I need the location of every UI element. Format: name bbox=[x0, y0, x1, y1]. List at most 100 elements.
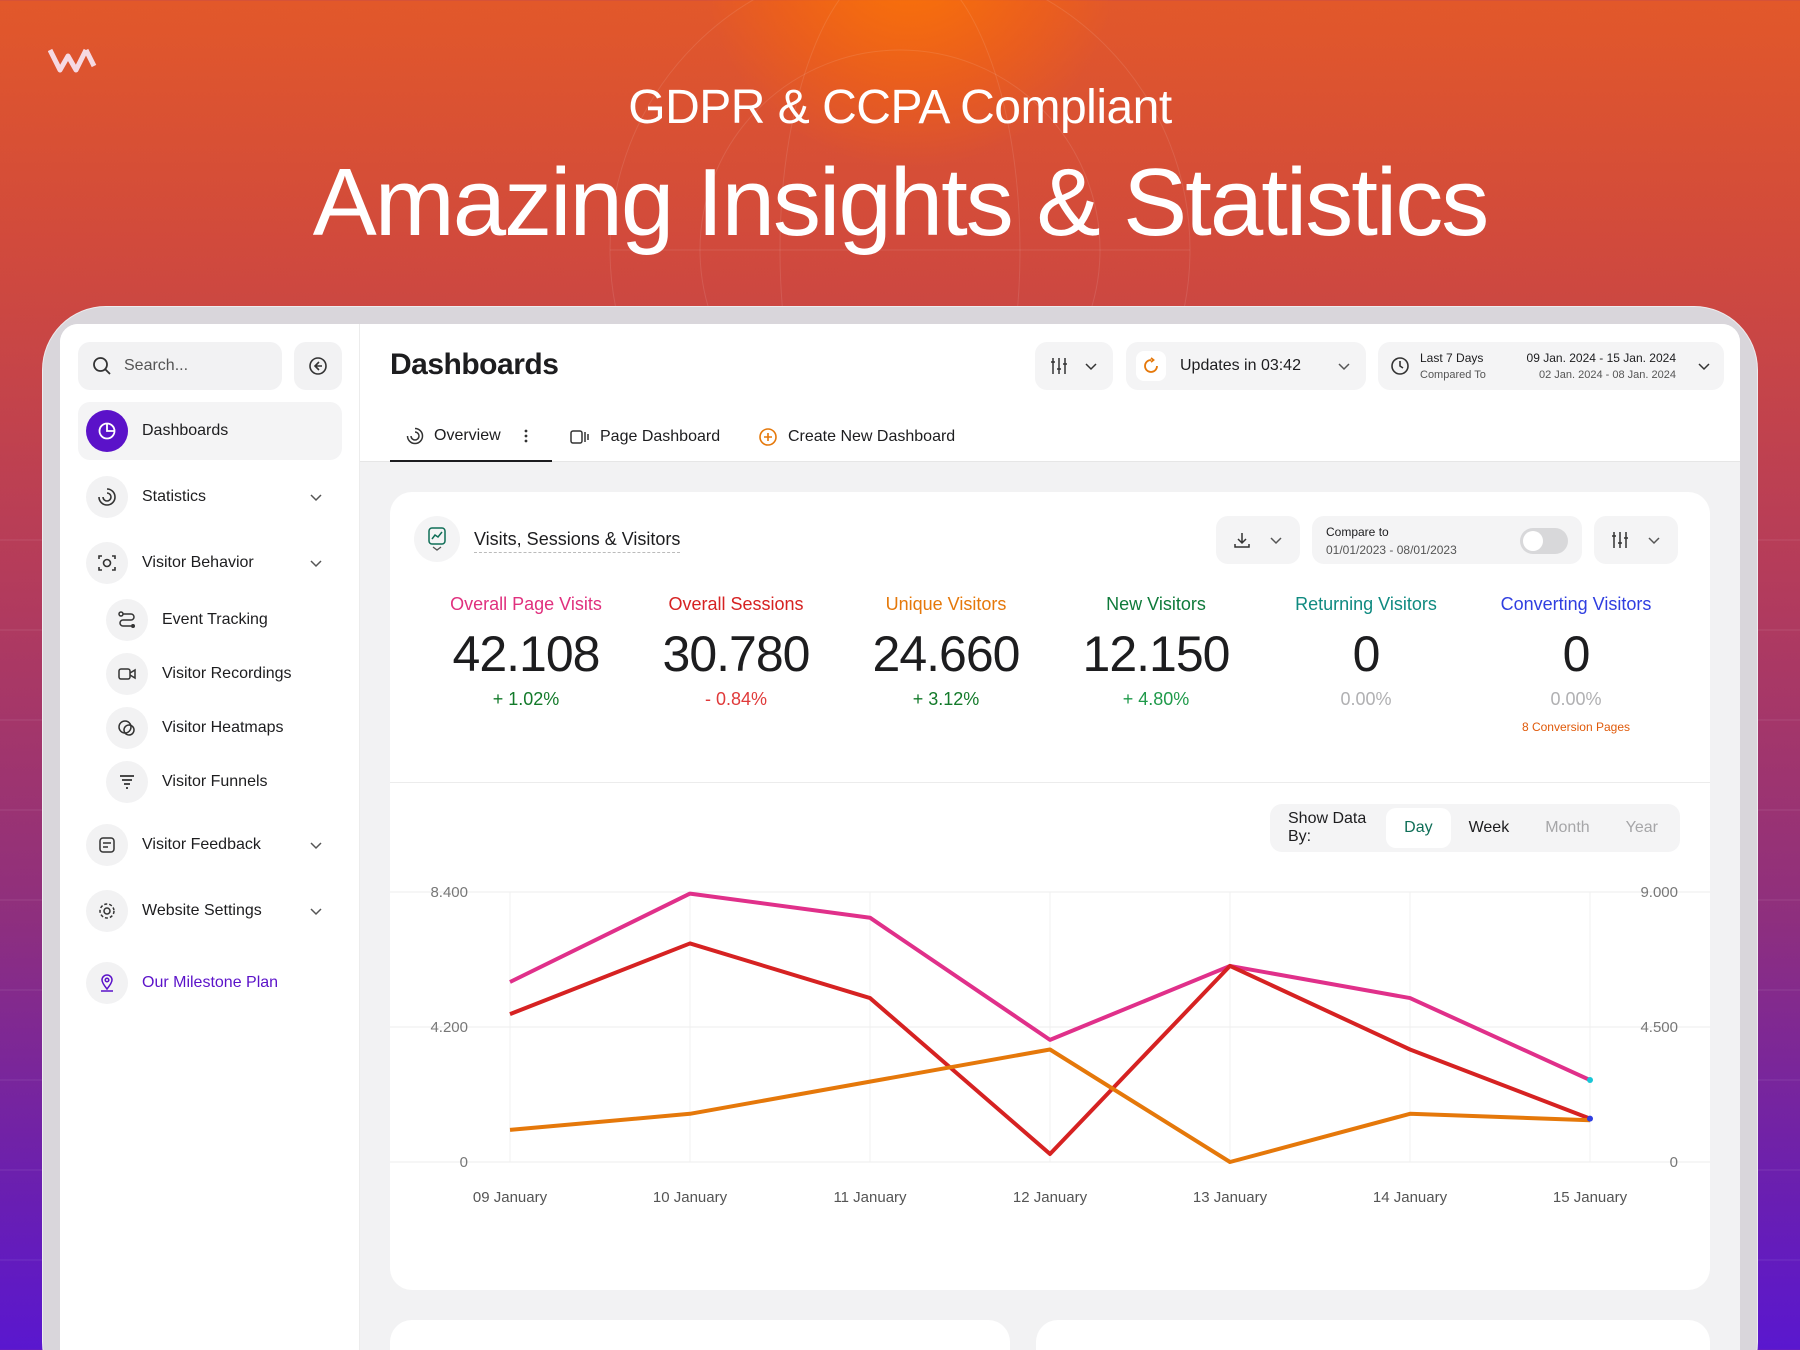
pie-chart-icon bbox=[86, 410, 128, 452]
tab-create-dashboard[interactable]: Create New Dashboard bbox=[758, 412, 955, 462]
y-right-tick-label: 9.000 bbox=[1640, 884, 1678, 901]
series-line-0 bbox=[509, 891, 1591, 1082]
filter-button[interactable] bbox=[1035, 342, 1113, 390]
brand-logo bbox=[48, 48, 97, 73]
sliders-icon bbox=[1612, 532, 1628, 548]
chevron-down-icon bbox=[1085, 363, 1097, 371]
chart-settings-button[interactable] bbox=[1594, 516, 1678, 564]
search-input[interactable] bbox=[124, 357, 264, 375]
metric-sessions[interactable]: Overall Sessions 30.780 - 0.84% bbox=[631, 594, 841, 710]
updates-label: Updates in 03:42 bbox=[1180, 357, 1301, 374]
tab-label: Overview bbox=[434, 427, 501, 444]
funnel-icon bbox=[106, 761, 148, 803]
auto-update-button[interactable]: Updates in 03:42 bbox=[1126, 342, 1366, 390]
more-vertical-icon[interactable] bbox=[519, 427, 533, 445]
chevron-down-icon bbox=[1698, 363, 1710, 371]
hero-title: Amazing Insights & Statistics bbox=[312, 149, 1489, 256]
metric-change: + 3.12% bbox=[912, 689, 980, 709]
chevron-down-icon bbox=[1648, 537, 1660, 545]
sidebar-item-label: Visitor Funnels bbox=[162, 773, 268, 790]
metric-change: - 0.84% bbox=[704, 689, 768, 709]
y-left-tick-label: 0 bbox=[460, 1154, 468, 1171]
conversion-pages-link[interactable]: 8 Conversion Pages bbox=[1521, 720, 1631, 734]
compare-range: 01/01/2023 - 08/01/2023 bbox=[1326, 543, 1457, 557]
compare-box: Compare to 01/01/2023 - 08/01/2023 bbox=[1312, 516, 1582, 564]
visits-card: Visits, Sessions & Visitors Compare to 0… bbox=[390, 492, 1710, 1290]
x-tick-label: 13 January bbox=[1193, 1189, 1268, 1206]
show-data-by: Show Data By: Day Week Month Year bbox=[1270, 804, 1680, 852]
metric-value: 24.660 bbox=[872, 626, 1021, 682]
sidebar-item-visitor-feedback[interactable]: Visitor Feedback bbox=[78, 816, 342, 874]
metric-change: + 1.02% bbox=[492, 689, 560, 709]
option-week[interactable]: Week bbox=[1468, 819, 1510, 836]
sidebar-item-statistics[interactable]: Statistics bbox=[78, 468, 342, 526]
line-chart-icon[interactable] bbox=[414, 516, 460, 562]
x-tick-label: 14 January bbox=[1373, 1189, 1448, 1206]
metric-change: 0.00% bbox=[1340, 689, 1392, 709]
sidebar-item-label: Statistics bbox=[142, 488, 207, 505]
sliders-icon bbox=[1051, 358, 1067, 374]
chevron-down-icon[interactable] bbox=[308, 555, 324, 571]
page-title: Dashboards bbox=[390, 348, 559, 381]
metric-unique-visitors[interactable]: Unique Visitors 24.660 + 3.12% bbox=[841, 594, 1051, 710]
previous-range: 02 Jan. 2024 - 08 Jan. 2024 bbox=[1539, 369, 1676, 381]
metric-value: 42.108 bbox=[452, 626, 601, 682]
x-tick-label: 10 January bbox=[653, 1189, 728, 1206]
tab-page-dashboard[interactable]: Page Dashboard bbox=[570, 412, 720, 462]
series-end-marker bbox=[1587, 1115, 1593, 1122]
sidebar-item-label: Our Milestone Plan bbox=[142, 974, 279, 991]
eye-scan-icon bbox=[86, 542, 128, 584]
metric-value: 30.780 bbox=[662, 626, 811, 682]
metric-label: Converting Visitors bbox=[1500, 594, 1652, 614]
metric-label: Overall Page Visits bbox=[450, 594, 602, 614]
sidebar-item-visitor-recordings[interactable]: Visitor Recordings bbox=[106, 650, 342, 698]
sidebar-item-label: Visitor Recordings bbox=[162, 665, 292, 682]
x-tick-label: 12 January bbox=[1013, 1189, 1088, 1206]
y-left-tick-label: 8.400 bbox=[430, 884, 468, 901]
metric-page-visits[interactable]: Overall Page Visits 42.108 + 1.02% bbox=[421, 594, 631, 710]
series-line-2 bbox=[509, 1047, 1591, 1164]
sidebar-item-label: Visitor Heatmaps bbox=[162, 719, 284, 736]
chevron-down-icon[interactable] bbox=[308, 489, 324, 505]
metric-returning-visitors[interactable]: Returning Visitors 0 0.00% bbox=[1261, 594, 1471, 710]
feedback-icon bbox=[86, 824, 128, 866]
compare-toggle[interactable] bbox=[1520, 528, 1568, 554]
sidebar-item-label: Event Tracking bbox=[162, 611, 268, 628]
tab-overview[interactable]: Overview bbox=[390, 412, 552, 462]
sidebar-item-label: Website Settings bbox=[142, 902, 262, 919]
app-window: Dashboards Statistics Visitor Behavior E… bbox=[60, 324, 1740, 1350]
sidebar-item-milestone-plan[interactable]: Our Milestone Plan bbox=[78, 954, 342, 1012]
sidebar-item-visitor-funnels[interactable]: Visitor Funnels bbox=[106, 758, 342, 806]
metric-converting-visitors[interactable]: Converting Visitors 0 0.00% 8 Conversion… bbox=[1471, 594, 1681, 734]
metric-new-visitors[interactable]: New Visitors 12.150 + 4.80% bbox=[1051, 594, 1261, 710]
download-button[interactable] bbox=[1216, 516, 1300, 564]
sidebar-item-dashboards[interactable]: Dashboards bbox=[78, 402, 342, 460]
refresh-icon bbox=[1136, 351, 1166, 381]
tab-label: Create New Dashboard bbox=[788, 428, 956, 445]
card-title[interactable]: Visits, Sessions & Visitors bbox=[474, 529, 681, 553]
sidebar-item-visitor-behavior[interactable]: Visitor Behavior bbox=[78, 534, 342, 592]
chevron-down-icon[interactable] bbox=[308, 837, 324, 853]
sidebar-item-website-settings[interactable]: Website Settings bbox=[78, 882, 342, 940]
tab-label: Page Dashboard bbox=[600, 428, 721, 445]
y-right-tick-label: 4.500 bbox=[1640, 1019, 1678, 1036]
heatmap-icon bbox=[106, 707, 148, 749]
bottom-card-left bbox=[390, 1320, 1010, 1350]
option-month[interactable]: Month bbox=[1545, 819, 1590, 836]
option-day[interactable]: Day bbox=[1386, 808, 1451, 848]
x-tick-label: 11 January bbox=[833, 1189, 907, 1206]
date-range-picker[interactable]: Last 7 Days Compared To 09 Jan. 2024 - 1… bbox=[1378, 342, 1724, 390]
metric-value: 0 bbox=[1562, 626, 1591, 682]
sidebar-item-event-tracking[interactable]: Event Tracking bbox=[106, 596, 342, 644]
chevron-down-icon bbox=[1270, 537, 1282, 545]
option-year[interactable]: Year bbox=[1625, 819, 1658, 836]
chevron-down-icon[interactable] bbox=[308, 903, 324, 919]
current-range: 09 Jan. 2024 - 15 Jan. 2024 bbox=[1526, 351, 1676, 365]
metric-change: + 4.80% bbox=[1122, 689, 1190, 709]
sidebar-item-visitor-heatmaps[interactable]: Visitor Heatmaps bbox=[106, 704, 342, 752]
metric-label: Overall Sessions bbox=[668, 594, 804, 614]
series-line-1 bbox=[509, 941, 1591, 1156]
metric-label: New Visitors bbox=[1106, 594, 1206, 614]
collapse-sidebar-button[interactable] bbox=[294, 342, 342, 390]
search-box[interactable] bbox=[78, 342, 282, 390]
